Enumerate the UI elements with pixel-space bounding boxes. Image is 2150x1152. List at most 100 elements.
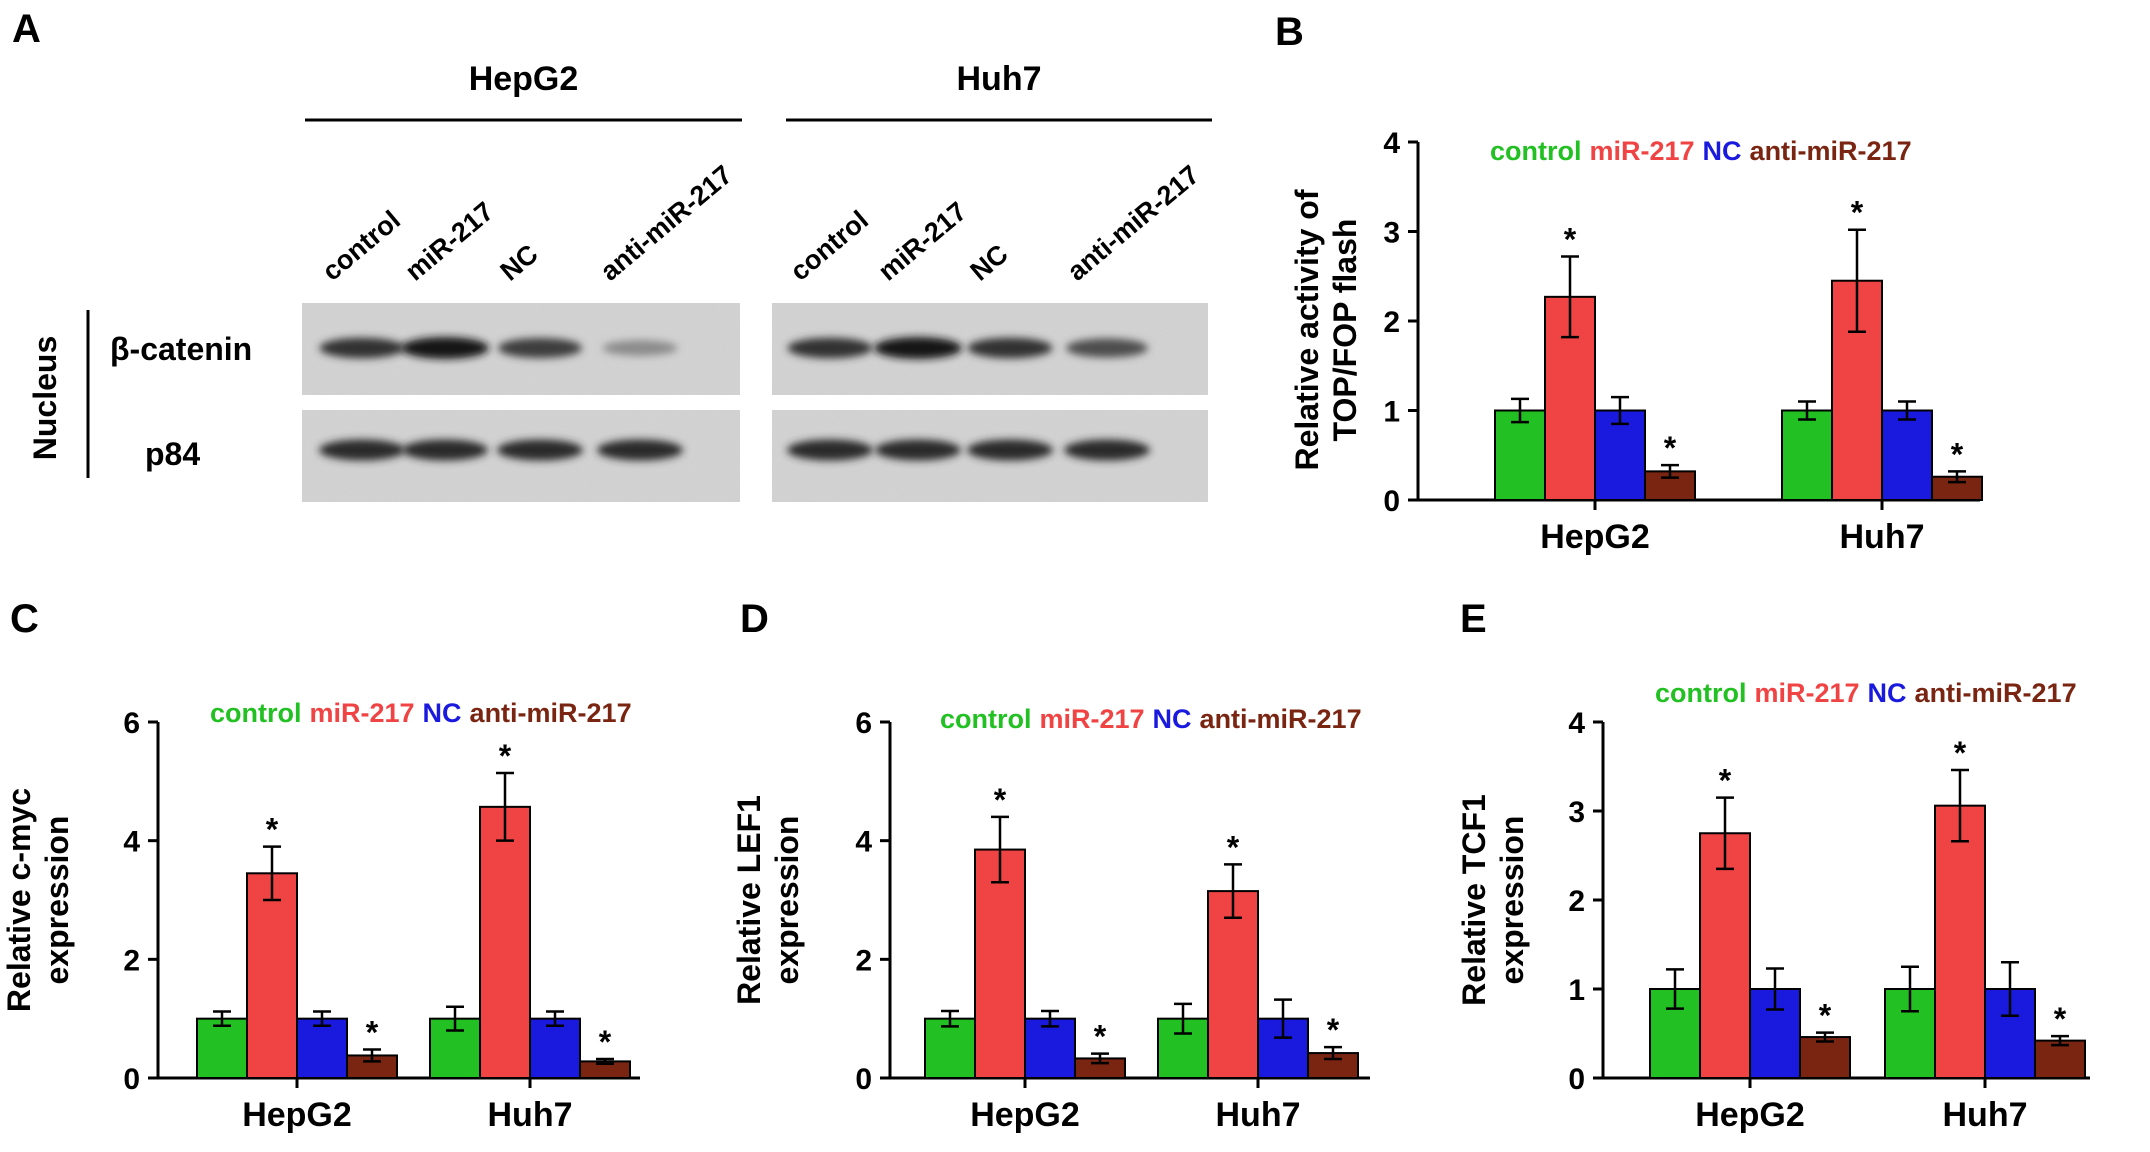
- y-axis-title-line-d-0: Relative LEF1: [731, 795, 767, 1005]
- legend-entry-b-3: anti-miR-217: [1750, 136, 1912, 166]
- lane-label-hepg2-2: miR-217: [400, 196, 500, 287]
- category-label-e-huh7: Huh7: [1943, 1096, 2028, 1134]
- legend-entry-e-2: NC: [1868, 678, 1907, 708]
- significance-star-d-hepg2-4: *: [1094, 1019, 1107, 1055]
- legend-e: control miR-217 NC anti-miR-217: [1655, 678, 2077, 708]
- legend-entry-b-0: control: [1490, 136, 1582, 166]
- significance-star-c-huh7-4: *: [599, 1024, 612, 1060]
- y-tick-label-b-2: 2: [1383, 306, 1400, 339]
- significance-star-e-huh7-4: *: [2054, 1001, 2067, 1037]
- y-tick-label-d-3: 6: [855, 707, 872, 740]
- significance-star-d-hepg2-2: *: [994, 782, 1007, 818]
- band-huh7-1-3: [967, 337, 1053, 359]
- significance-star-e-hepg2-4: *: [1819, 998, 1832, 1034]
- band-hepg2-2-4: [597, 439, 683, 461]
- significance-star-d-huh7-2: *: [1227, 829, 1240, 865]
- legend-entry-c-2: NC: [423, 698, 462, 728]
- y-axis-title-b: Relative activity ofTOP/FOP flash: [1289, 189, 1363, 470]
- bar-e-huh7-4: [2034, 1039, 2086, 1079]
- y-tick-label-e-4: 4: [1568, 707, 1585, 740]
- band-huh7-1-4: [1066, 338, 1148, 358]
- panel-letter-c: C: [10, 597, 39, 641]
- category-label-c-hepg2: HepG2: [242, 1096, 352, 1134]
- panel-letter-e: E: [1460, 597, 1487, 641]
- significance-star-b-hepg2-2: *: [1564, 222, 1577, 258]
- bar-b-hepg2-1: [1494, 409, 1546, 501]
- legend-entry-d-3: anti-miR-217: [1200, 704, 1362, 734]
- bar-b-huh7-1: [1781, 409, 1833, 501]
- band-hepg2-2-2: [402, 439, 488, 461]
- significance-star-e-hepg2-2: *: [1719, 763, 1732, 799]
- bar-c-huh7-3: [529, 1017, 581, 1080]
- panel-letter-b: B: [1275, 10, 1304, 54]
- lane-label-huh7-4: anti-miR-217: [1062, 159, 1205, 286]
- y-tick-label-e-2: 2: [1568, 885, 1585, 918]
- legend-entry-b-2: NC: [1703, 136, 1742, 166]
- band-hepg2-1-2: [401, 337, 489, 359]
- legend-entry-e-3: anti-miR-217: [1915, 678, 2077, 708]
- significance-star-c-hepg2-4: *: [366, 1015, 379, 1051]
- band-huh7-1-1: [787, 337, 873, 359]
- y-tick-label-c-2: 4: [123, 826, 140, 859]
- category-label-b-huh7: Huh7: [1840, 518, 1925, 556]
- bar-d-hepg2-2: [974, 848, 1026, 1079]
- blot-title-hepg2: HepG2: [469, 60, 579, 98]
- significance-star-e-huh7-2: *: [1954, 735, 1967, 771]
- y-axis-title-line-c-0: Relative c-myc: [1, 788, 37, 1012]
- y-tick-label-e-0: 0: [1568, 1063, 1585, 1096]
- panel-letter-a: A: [12, 7, 41, 51]
- y-tick-label-c-1: 2: [123, 944, 140, 977]
- y-tick-label-d-0: 0: [855, 1063, 872, 1096]
- legend-entry-c-1: miR-217: [310, 698, 415, 728]
- band-huh7-2-1: [787, 439, 873, 461]
- y-tick-label-c-0: 0: [123, 1063, 140, 1096]
- band-huh7-2-2: [875, 439, 961, 461]
- lane-label-huh7-3: NC: [965, 239, 1014, 287]
- significance-star-c-huh7-2: *: [499, 738, 512, 774]
- legend-entry-c-3: anti-miR-217: [470, 698, 632, 728]
- chart-panel-e: E 0 1 2 3 4 Relative TCF1expression control miR-…: [1456, 597, 2090, 1134]
- y-tick-label-b-3: 3: [1383, 217, 1400, 250]
- legend-entry-d-1: miR-217: [1040, 704, 1145, 734]
- y-tick-label-b-0: 0: [1383, 485, 1400, 518]
- y-axis-title-line-d-1: expression: [769, 816, 805, 985]
- band-hepg2-1-1: [319, 337, 405, 359]
- bar-b-hepg2-3: [1594, 409, 1646, 501]
- y-axis-title-c: Relative c-mycexpression: [1, 788, 75, 1012]
- band-hepg2-1-3: [498, 338, 582, 358]
- bar-c-hepg2-3: [296, 1017, 348, 1080]
- bar-d-hepg2-3: [1024, 1017, 1076, 1080]
- bar-c-huh7-2: [479, 805, 531, 1079]
- legend-entry-d-2: NC: [1153, 704, 1192, 734]
- y-axis-title-line-b-0: Relative activity of: [1289, 189, 1325, 470]
- legend-b: control miR-217 NC anti-miR-217: [1490, 136, 1912, 166]
- y-tick-label-d-2: 4: [855, 826, 872, 859]
- chart-panel-b: B 0 1 2 3 4 Relative activity ofTOP/FOP flash c…: [1275, 10, 1983, 556]
- legend-entry-d-0: control: [940, 704, 1032, 734]
- chart-panel-d: D 0 2 4 6 Relative LEF1expression control miR-2…: [731, 597, 1370, 1134]
- band-hepg2-1-4: [602, 340, 678, 356]
- band-huh7-1-2: [874, 337, 962, 359]
- nucleus-bracket: Nucleus: [27, 310, 90, 478]
- y-axis-title-line-e-0: Relative TCF1: [1456, 794, 1492, 1006]
- y-tick-label-c-3: 6: [123, 707, 140, 740]
- y-axis-title-d: Relative LEF1expression: [731, 795, 805, 1005]
- band-hepg2-2-1: [319, 439, 405, 461]
- legend-c: control miR-217 NC anti-miR-217: [210, 698, 632, 728]
- band-huh7-2-4: [1064, 439, 1150, 461]
- bar-b-huh7-3: [1881, 409, 1933, 501]
- y-tick-label-b-1: 1: [1383, 396, 1400, 429]
- significance-star-d-huh7-4: *: [1327, 1012, 1340, 1048]
- significance-star-b-hepg2-4: *: [1664, 430, 1677, 466]
- significance-star-b-huh7-2: *: [1851, 195, 1864, 231]
- legend-d: control miR-217 NC anti-miR-217: [940, 704, 1362, 734]
- significance-star-b-huh7-4: *: [1951, 436, 1964, 472]
- band-hepg2-2-3: [497, 439, 583, 461]
- bar-d-huh7-2: [1207, 890, 1259, 1079]
- panel-letter-d: D: [740, 597, 769, 641]
- chart-panel-c: C 0 2 4 6 Relative c-mycexpression control miR-…: [1, 597, 640, 1134]
- bar-c-hepg2-1: [196, 1017, 248, 1080]
